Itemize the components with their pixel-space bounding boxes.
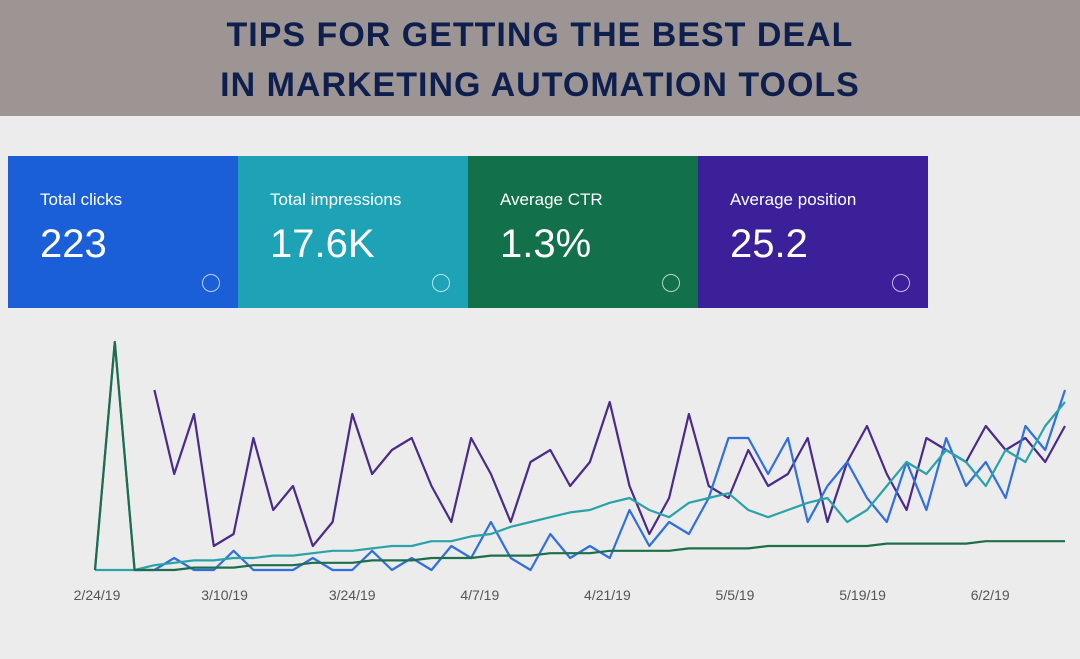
x-tick-label: 4/21/19 — [584, 587, 631, 603]
metric-card[interactable]: Total clicks 223 — [8, 156, 238, 308]
x-tick-label: 5/5/19 — [716, 587, 755, 603]
series-line — [153, 389, 1066, 548]
help-icon[interactable] — [432, 274, 450, 292]
help-icon[interactable] — [662, 274, 680, 292]
series-line — [93, 340, 1065, 572]
metric-value: 1.3% — [500, 222, 592, 266]
metric-cards: Total clicks 223 Total impressions 17.6K Ave… — [8, 156, 928, 308]
title-line: TIPS FOR GETTING THE BEST DEAL — [226, 16, 854, 54]
help-icon[interactable] — [892, 274, 910, 292]
x-tick-label: 5/19/19 — [839, 587, 886, 603]
x-tick-label: 2/24/19 — [74, 587, 121, 603]
series-line — [95, 401, 1066, 572]
metric-label: Total impressions — [270, 190, 402, 209]
metric-value: 25.2 — [730, 222, 808, 266]
series-line — [93, 340, 1067, 572]
help-icon[interactable] — [202, 274, 220, 292]
banner: TIPS FOR GETTING THE BEST DEAL IN MARKET… — [0, 0, 1080, 116]
metric-value: 223 — [40, 222, 107, 266]
x-tick-label: 3/10/19 — [201, 587, 248, 603]
metric-label: Total clicks — [40, 190, 123, 209]
x-tick-label: 4/7/19 — [460, 587, 499, 603]
x-tick-label: 6/2/19 — [971, 587, 1010, 603]
metric-label: Average CTR — [500, 190, 603, 209]
title-line: IN MARKETING AUTOMATION TOOLS — [220, 66, 860, 104]
metric-value: 17.6K — [270, 222, 375, 266]
metric-card[interactable]: Average CTR 1.3% — [468, 156, 698, 308]
metric-label: Average position — [730, 190, 857, 209]
metric-card[interactable]: Total impressions 17.6K — [238, 156, 468, 308]
metric-card[interactable]: Average position 25.2 — [698, 156, 928, 308]
x-tick-label: 3/24/19 — [329, 587, 376, 603]
